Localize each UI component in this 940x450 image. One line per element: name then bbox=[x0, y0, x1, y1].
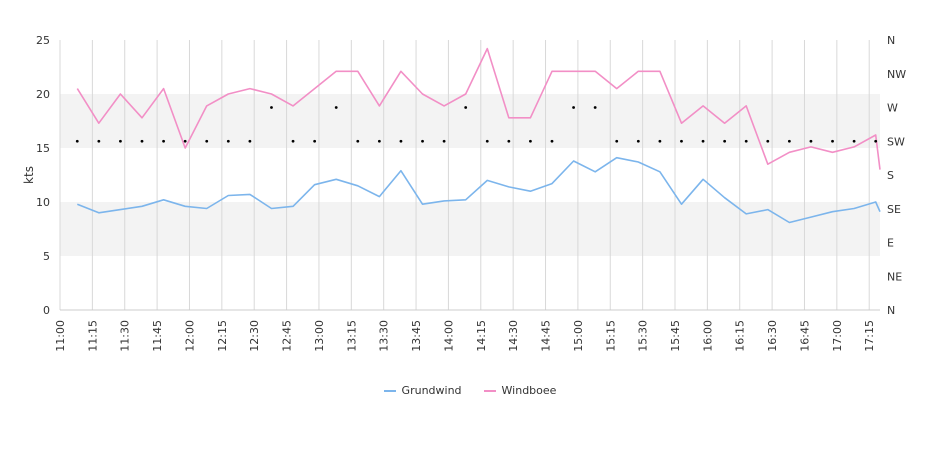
series-lines bbox=[76, 47, 881, 224]
x-tick-label-1: 11:15 bbox=[86, 320, 99, 352]
direction-marker-20 bbox=[507, 139, 511, 143]
direction-marker-24 bbox=[593, 106, 597, 109]
y-tick-label-2: 10 bbox=[36, 196, 50, 209]
x-tick-label-16: 15:00 bbox=[572, 320, 585, 352]
direction-axis: N NE E SE S SW W NW N bbox=[887, 34, 906, 317]
direction-marker-3 bbox=[140, 139, 144, 143]
direction-tick-label-3: SE bbox=[887, 203, 901, 216]
legend-label-grundwind: Grundwind bbox=[401, 384, 462, 397]
direction-marker-26 bbox=[636, 139, 640, 143]
x-tick-label-8: 13:00 bbox=[313, 320, 326, 352]
x-tick-label-3: 11:45 bbox=[151, 320, 164, 352]
y-tick-label-5: 25 bbox=[36, 34, 50, 47]
x-tick-label-14: 14:30 bbox=[507, 320, 520, 352]
direction-marker-30 bbox=[723, 139, 727, 143]
plot-band-0 bbox=[60, 202, 880, 256]
y-axis-title: kts bbox=[22, 166, 36, 184]
x-tick-label-12: 14:00 bbox=[442, 320, 455, 352]
direction-markers bbox=[75, 106, 878, 143]
direction-marker-35 bbox=[831, 139, 834, 143]
y-tick-label-4: 20 bbox=[36, 88, 50, 101]
direction-marker-13 bbox=[356, 139, 360, 143]
x-tick-label-10: 13:30 bbox=[378, 320, 391, 352]
direction-tick-label-7: NW bbox=[887, 68, 906, 81]
x-tick-label-11: 13:45 bbox=[410, 320, 423, 352]
direction-marker-21 bbox=[529, 139, 532, 143]
legend-swatch-grundwind bbox=[383, 389, 396, 392]
series-line-grundwind bbox=[77, 156, 881, 224]
x-tick-label-0: 11:00 bbox=[54, 320, 67, 352]
y-tick-label-1: 5 bbox=[43, 250, 50, 263]
direction-marker-14 bbox=[377, 139, 381, 143]
x-tick-label-25: 17:15 bbox=[863, 320, 876, 352]
direction-marker-36 bbox=[852, 139, 856, 143]
grid-lines bbox=[59, 40, 880, 311]
direction-marker-23 bbox=[572, 106, 575, 109]
direction-tick-label-5: SW bbox=[887, 135, 905, 148]
direction-marker-37 bbox=[874, 139, 878, 143]
direction-marker-22 bbox=[550, 139, 554, 143]
direction-marker-12 bbox=[334, 106, 338, 109]
legend-label-windboee: Windboee bbox=[501, 384, 557, 397]
direction-marker-6 bbox=[205, 139, 209, 143]
direction-marker-17 bbox=[442, 139, 446, 143]
x-tick-label-19: 15:45 bbox=[669, 320, 682, 352]
x-tick-label-5: 12:15 bbox=[216, 320, 229, 352]
x-tick-label-21: 16:15 bbox=[734, 320, 747, 352]
direction-tick-label-8: N bbox=[887, 34, 895, 47]
x-tick-label-17: 15:15 bbox=[604, 320, 617, 352]
direction-marker-33 bbox=[787, 139, 791, 143]
y-tick-label-3: 15 bbox=[36, 142, 50, 155]
direction-marker-16 bbox=[421, 139, 424, 143]
direction-marker-1 bbox=[97, 139, 101, 143]
legend-item-grundwind[interactable]: Grundwind bbox=[383, 384, 462, 397]
x-tick-label-4: 12:00 bbox=[183, 320, 196, 352]
x-tick-label-20: 16:00 bbox=[701, 320, 714, 352]
direction-marker-29 bbox=[701, 139, 705, 143]
y-axis: 0 5 10 15 20 25 bbox=[36, 34, 50, 317]
legend-item-windboee[interactable]: Windboee bbox=[483, 384, 557, 397]
direction-marker-19 bbox=[485, 139, 489, 143]
legend-swatch-windboee bbox=[483, 389, 496, 392]
direction-marker-10 bbox=[291, 139, 295, 143]
y-tick-label-0: 0 bbox=[43, 304, 50, 317]
direction-tick-label-6: W bbox=[887, 102, 898, 115]
direction-marker-15 bbox=[399, 139, 403, 143]
plot-band-1 bbox=[60, 94, 880, 148]
direction-marker-4 bbox=[162, 139, 165, 143]
x-tick-label-6: 12:30 bbox=[248, 320, 261, 352]
direction-marker-27 bbox=[658, 139, 662, 143]
direction-tick-label-1: NE bbox=[887, 270, 902, 283]
direction-tick-label-0: N bbox=[887, 304, 895, 317]
direction-marker-34 bbox=[809, 139, 813, 143]
direction-marker-0 bbox=[75, 139, 79, 143]
x-tick-label-15: 14:45 bbox=[540, 320, 553, 352]
direction-marker-11 bbox=[313, 139, 317, 143]
x-tick-label-2: 11:30 bbox=[119, 320, 132, 352]
direction-marker-2 bbox=[119, 139, 122, 143]
direction-marker-28 bbox=[680, 139, 683, 143]
direction-marker-8 bbox=[248, 139, 252, 143]
direction-marker-25 bbox=[615, 139, 619, 143]
x-axis: 11:00 11:15 11:30 11:45 12:00 12:15 12:30 12:45… bbox=[54, 320, 876, 352]
plot-bands bbox=[60, 94, 880, 256]
series-line-windboee bbox=[76, 47, 881, 170]
x-tick-label-22: 16:30 bbox=[766, 320, 779, 352]
x-tick-label-9: 13:15 bbox=[345, 320, 358, 352]
direction-marker-5 bbox=[183, 139, 187, 143]
x-tick-label-24: 17:00 bbox=[831, 320, 844, 352]
direction-tick-label-4: S bbox=[887, 169, 894, 182]
direction-marker-7 bbox=[226, 139, 230, 143]
direction-marker-32 bbox=[766, 139, 770, 143]
direction-marker-9 bbox=[270, 106, 273, 109]
direction-tick-label-2: E bbox=[887, 237, 894, 250]
x-tick-label-18: 15:30 bbox=[637, 320, 650, 352]
direction-marker-31 bbox=[744, 139, 748, 143]
x-tick-label-23: 16:45 bbox=[798, 320, 811, 352]
x-tick-label-13: 14:15 bbox=[475, 320, 488, 352]
x-tick-label-7: 12:45 bbox=[281, 320, 294, 352]
legend: Grundwind Windboee bbox=[0, 384, 940, 397]
direction-marker-18 bbox=[464, 106, 468, 109]
